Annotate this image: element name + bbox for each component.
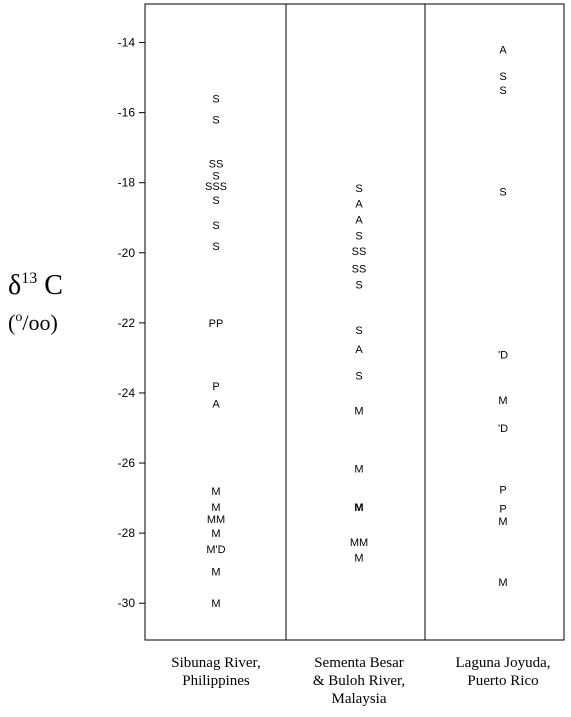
data-point: P [212,381,219,393]
data-point: SSS [205,181,227,193]
category-label-line: Laguna Joyuda, [456,655,551,671]
category-label-line: Sementa Besar [314,655,404,671]
y-tick-label: -30 [118,596,136,610]
data-point: S [355,370,362,382]
data-point: SS [352,246,367,258]
y-label-unit-rest: /oo) [22,310,57,335]
data-point: M [498,516,507,528]
data-point: P [499,484,506,496]
data-point: M [211,528,220,540]
data-point: 'D [498,349,508,361]
data-point: A [212,398,220,410]
y-axis: -14 -16 -18 -20 -22 -24 -26 -28 -30 [118,36,145,610]
category-label-line: Malaysia [332,691,387,707]
data-point: M [354,502,363,514]
data-point: M [354,405,363,417]
category-label-line: & Buloh River, [313,673,405,689]
data-point: M [498,395,507,407]
data-point: S [355,279,362,291]
data-point: A [355,199,363,211]
data-point: S [499,85,506,97]
data-point: PP [209,318,224,330]
y-label-unit-sup: o [15,310,22,325]
data-point: S [355,183,362,195]
data-point: S [355,230,362,242]
svg-text:(o/oo): (o/oo) [8,310,58,335]
plot-border [144,3,565,641]
y-tick-label: -26 [118,456,136,470]
data-point: M [354,553,363,565]
category-label-line: Philippines [182,673,250,689]
y-tick-label: -28 [118,526,136,540]
data-point: 'D [498,423,508,435]
y-axis-label: δ13 C (o/oo) [8,270,63,335]
data-point: MM [350,537,368,549]
y-tick-label: -24 [118,386,136,400]
data-point: MM [207,514,225,526]
y-label-unit-open: ( [8,310,15,335]
category-label-line: Puerto Rico [467,673,538,689]
data-point: M [211,567,220,579]
data-point: S [212,171,219,183]
data-point: M'D [206,544,225,556]
data-point: A [499,45,507,57]
data-point: S [212,195,219,207]
y-tick-label: -16 [118,106,136,120]
y-tick-label: -22 [118,316,136,330]
data-point: S [499,186,506,198]
y-tick-label: -20 [118,246,136,260]
category-label-line: Sibunag River, [171,655,260,671]
data-point: S [212,220,219,232]
plot-frame [144,3,565,641]
data-point: M [211,486,220,498]
category-label: Sementa Besar & Buloh River, Malaysia [313,655,405,707]
data-point: S [499,71,506,83]
data-point: M [498,577,507,589]
data-point: M [354,463,363,475]
category-labels: Sibunag River, Philippines Sementa Besar & … [171,655,550,707]
data-point: S [212,241,219,253]
data-point: M [211,598,220,610]
data-point: S [212,115,219,127]
y-tick-label: -14 [118,36,136,50]
data-points: SSSSSSSSSSSPPPAMMMMMM'DMMSAASSSSSSSASMMM… [205,45,508,611]
data-point: A [355,344,363,356]
data-point: SS [352,264,367,276]
y-label-element: C [37,270,63,301]
data-point: M [211,502,220,514]
data-point: SS [209,158,224,170]
data-point: S [355,325,362,337]
data-point: P [499,504,506,516]
y-tick-label: -18 [118,176,136,190]
data-point: S [212,94,219,106]
category-label: Sibunag River, Philippines [171,655,260,689]
category-label: Laguna Joyuda, Puerto Rico [456,655,551,689]
y-label-isotope: 13 [21,270,37,287]
y-label-delta: δ [8,270,21,301]
data-point: A [355,215,363,227]
svg-text:δ13 C: δ13 C [8,270,63,301]
